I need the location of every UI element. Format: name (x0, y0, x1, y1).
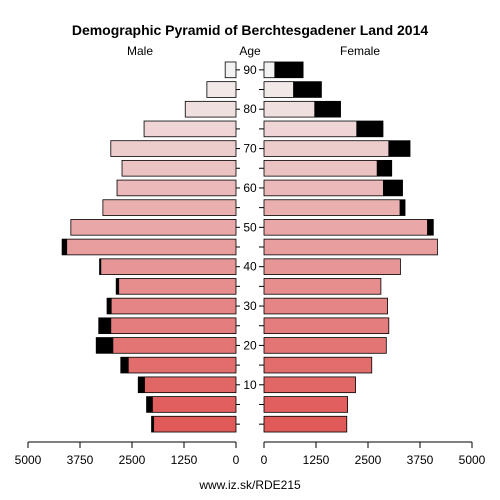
male-excess-40-44 (99, 258, 102, 275)
bars-group (61, 61, 438, 433)
age-tick-label: 30 (243, 299, 257, 313)
male-x-tick-label: 1250 (171, 453, 198, 467)
age-tick-label: 70 (243, 142, 257, 156)
age-tick-label: 60 (243, 181, 257, 195)
male-x-tick-label: 0 (233, 453, 240, 467)
female-bar-70-74 (263, 140, 411, 157)
female-bar-10-14 (263, 376, 356, 394)
female-excess-80-84 (314, 101, 341, 118)
female-x-tick-label: 5000 (459, 453, 486, 467)
male-excess-30-34 (107, 298, 112, 314)
male-bar-30-34 (106, 297, 237, 315)
female-excess-70-74 (388, 140, 411, 157)
age-tick-label: 40 (243, 260, 257, 274)
footer-source: www.iz.sk/RDE215 (198, 478, 301, 492)
male-bar-65-69 (121, 159, 237, 177)
female-x-tick-label: 2500 (355, 453, 382, 467)
male-x-tick-label: 5000 (15, 453, 42, 467)
male-excess-0-4 (151, 416, 155, 433)
male-bar-20-24 (95, 337, 237, 354)
male-bar-40-44 (99, 258, 237, 275)
female-bar-45-49 (263, 238, 438, 256)
male-bar-50-54 (70, 219, 237, 236)
female-bar-60-64 (263, 179, 403, 197)
male-bar-45-49 (61, 238, 237, 256)
age-tick-label: 10 (243, 378, 257, 392)
age-tick-label: 80 (243, 102, 257, 116)
female-bar-0-4 (263, 415, 348, 433)
male-bar-75-79 (143, 120, 237, 138)
female-excess-65-69 (376, 160, 392, 177)
female-bar-55-59 (263, 199, 406, 216)
male-bar-25-29 (98, 317, 237, 335)
male-bar-35-39 (115, 278, 237, 295)
age-tick-label: 50 (243, 220, 257, 234)
age-tick-label: 20 (243, 338, 257, 352)
male-bar-60-64 (116, 179, 237, 197)
female-bar-25-29 (263, 317, 390, 335)
female-bar-40-44 (263, 258, 401, 275)
male-x-tick-label: 2500 (119, 453, 146, 467)
female-x-tick-label: 3750 (407, 453, 434, 467)
male-excess-35-39 (116, 278, 120, 295)
male-bar-10-14 (137, 376, 237, 394)
male-bar-55-59 (102, 199, 237, 216)
axes-group: 10 20 30 40 50 60 70 80 90 5000 0 3750 1250 2500 2500 1… (15, 63, 486, 467)
male-excess-10-14 (138, 376, 145, 393)
chart-title: Demographic Pyramid of Berchtesgadener L… (72, 22, 429, 38)
male-bar-15-19 (120, 356, 237, 374)
female-excess-75-79 (356, 121, 383, 137)
female-excess-50-54 (427, 219, 434, 236)
male-excess-5-9 (146, 396, 153, 413)
male-bar-85-89 (206, 81, 237, 98)
male-header: Male (127, 44, 153, 58)
female-excess-60-64 (382, 180, 403, 196)
age-header: Age (239, 44, 261, 58)
female-bar-15-19 (263, 356, 373, 374)
female-excess-85-89 (293, 81, 322, 98)
age-tick-label: 90 (243, 63, 257, 77)
male-bar-80-84 (184, 100, 237, 118)
male-bar-70-74 (110, 140, 237, 157)
female-bar-30-34 (263, 297, 388, 315)
male-x-tick-label: 3750 (67, 453, 94, 467)
female-bar-35-39 (263, 278, 382, 295)
female-header: Female (340, 44, 380, 58)
male-excess-25-29 (98, 317, 112, 334)
female-excess-55-59 (399, 199, 406, 216)
female-bar-50-54 (263, 219, 434, 236)
male-bar-90+ (224, 61, 237, 79)
female-x-tick-label: 1250 (303, 453, 330, 467)
female-bar-65-69 (263, 159, 393, 177)
male-bar-0-4 (151, 415, 237, 433)
female-bar-5-9 (263, 396, 349, 413)
female-bar-20-24 (263, 337, 387, 354)
female-excess-90+ (274, 61, 304, 78)
male-excess-45-49 (62, 239, 68, 255)
male-excess-15-19 (120, 357, 129, 373)
female-x-tick-label: 0 (261, 453, 268, 467)
male-bar-5-9 (146, 396, 237, 413)
male-excess-20-24 (96, 337, 114, 354)
